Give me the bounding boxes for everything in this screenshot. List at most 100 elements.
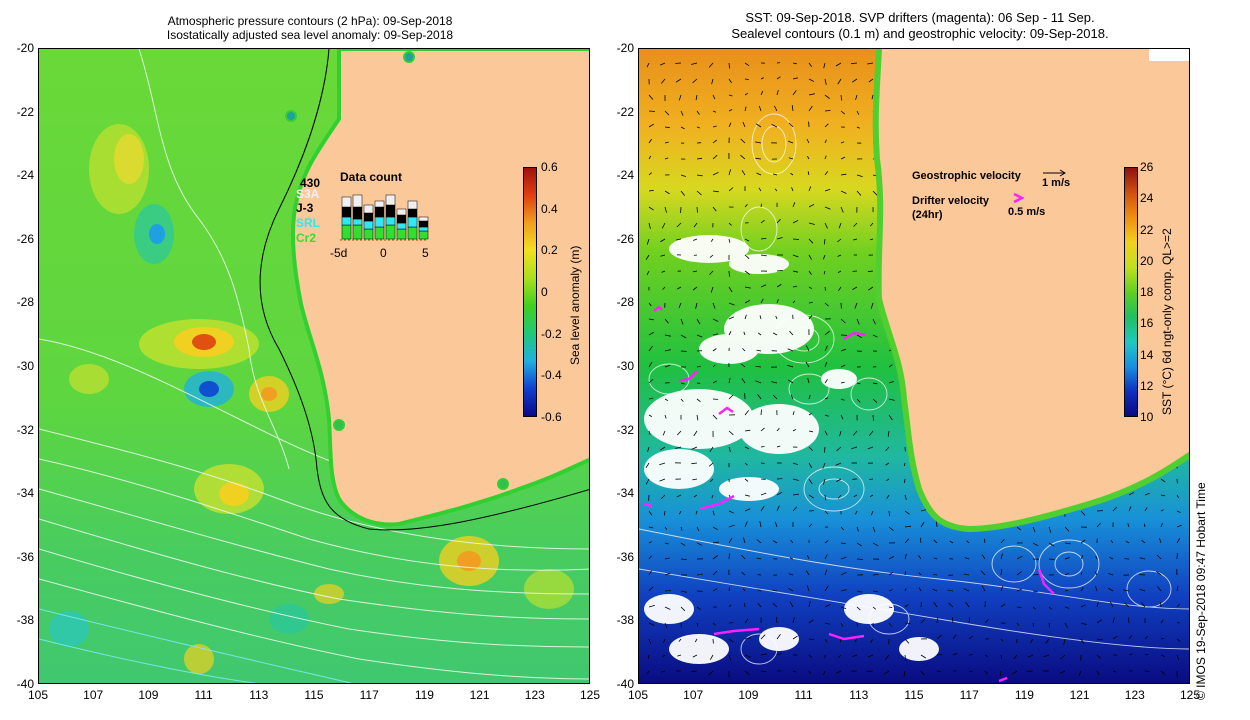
- velocity-vector: [1080, 587, 1084, 592]
- left-lon-tick: 125: [579, 688, 601, 702]
- sst-colorbar-tick: 26: [1140, 160, 1154, 174]
- right-lon-tick: 113: [849, 688, 869, 702]
- velocity-vector: [744, 521, 748, 528]
- velocity-vector: [789, 330, 794, 336]
- velocity-vector: [1156, 554, 1162, 560]
- velocity-vector: [696, 190, 702, 196]
- velocity-vector: [823, 238, 826, 245]
- velocity-vector: [1000, 603, 1006, 608]
- velocity-vector: [1078, 670, 1082, 676]
- data-count-tick: 5: [422, 246, 429, 260]
- velocity-vector: [852, 430, 858, 436]
- velocity-vector: [856, 318, 860, 325]
- velocity-vector: [757, 332, 762, 336]
- velocity-vector: [792, 238, 800, 240]
- velocity-vector: [680, 382, 685, 385]
- velocity-vector: [712, 94, 716, 100]
- velocity-vector: [904, 525, 911, 528]
- velocity-vector: [792, 617, 795, 624]
- land-australia: [292, 49, 589, 525]
- velocity-vector: [712, 555, 719, 560]
- data-count-bar: [407, 208, 418, 218]
- data-count-bar: [374, 216, 385, 228]
- velocity-vector: [648, 379, 654, 384]
- velocity-vector: [696, 542, 703, 546]
- velocity-vector: [869, 478, 874, 480]
- velocity-vector: [1123, 589, 1130, 592]
- left-lon-tick: 119: [414, 688, 434, 702]
- left-lat-tick: -20: [16, 41, 34, 55]
- velocity-vector: [840, 110, 846, 115]
- velocity-vector: [711, 494, 714, 499]
- sla-colorbar-tick: 0.4: [541, 201, 558, 216]
- left-lat-tick: -26: [16, 231, 34, 246]
- velocity-vector: [792, 462, 799, 466]
- velocity-vector: [1000, 654, 1002, 660]
- velocity-vector: [787, 379, 794, 384]
- velocity-vector: [884, 654, 890, 660]
- velocity-vector: [839, 430, 842, 437]
- velocity-vector: [936, 654, 943, 656]
- data-count-tick: 0: [380, 246, 387, 260]
- velocity-vector: [840, 206, 844, 213]
- velocity-vector: [1176, 603, 1181, 608]
- velocity-vector: [1128, 492, 1135, 496]
- imos-stamp: © IMOS 19-Sep-2018 09:47 Hobart Time: [1194, 482, 1208, 700]
- velocity-vector: [1027, 654, 1034, 658]
- sla-colorbar-tick: -0.2: [541, 326, 562, 341]
- velocity-vector: [1144, 492, 1150, 496]
- velocity-vector: [693, 238, 698, 241]
- velocity-vector: [712, 570, 718, 576]
- velocity-vector: [740, 154, 746, 160]
- velocity-vector: [1110, 540, 1114, 544]
- velocity-vector: [776, 445, 781, 448]
- velocity-vector: [664, 318, 669, 324]
- velocity-vector: [824, 171, 829, 176]
- velocity-vector: [808, 446, 813, 451]
- velocity-vector: [904, 462, 906, 467]
- velocity-vector: [695, 510, 698, 515]
- velocity-vector: [852, 654, 858, 657]
- velocity-vector: [1128, 635, 1133, 640]
- velocity-vector: [854, 638, 858, 643]
- velocity-vector: [792, 635, 798, 640]
- anomaly-blob: [192, 334, 216, 350]
- velocity-vector: [1144, 636, 1148, 640]
- velocity-vector: [920, 521, 925, 528]
- velocity-vector: [712, 333, 719, 336]
- velocity-vector: [728, 222, 732, 226]
- sla-colorbar-tick: 0: [541, 285, 548, 299]
- data-count-bar: [352, 194, 363, 208]
- velocity-vector: [867, 654, 874, 658]
- velocity-vector: [968, 617, 970, 624]
- velocity-vector: [645, 462, 650, 469]
- velocity-vector: [808, 494, 815, 499]
- velocity-vector: [920, 670, 925, 676]
- velocity-vector: [856, 526, 859, 532]
- velocity-vector: [664, 510, 666, 516]
- velocity-vector: [1096, 654, 1102, 659]
- velocity-vector: [756, 349, 762, 352]
- velocity-vector: [872, 398, 878, 403]
- velocity-vector: [776, 299, 779, 304]
- data-count-bar: [396, 228, 407, 240]
- velocity-vector: [712, 172, 719, 176]
- velocity-vector: [808, 286, 812, 289]
- right-lon-tick: 109: [738, 688, 759, 702]
- velocity-vector: [728, 238, 731, 243]
- velocity-vector: [1108, 573, 1114, 576]
- velocity-vector: [1032, 542, 1039, 547]
- velocity-vector: [663, 638, 666, 644]
- velocity-vector: [1080, 622, 1087, 625]
- velocity-vector: [1176, 638, 1181, 642]
- velocity-vector: [712, 110, 717, 113]
- velocity-vector: [918, 555, 922, 560]
- velocity-vector: [664, 590, 672, 592]
- velocity-vector: [712, 139, 718, 144]
- velocity-vector: [648, 138, 652, 144]
- data-count-bar: [341, 196, 352, 208]
- velocity-vector: [1064, 589, 1069, 592]
- sst-map: [638, 48, 1190, 684]
- velocity-vector: [712, 526, 718, 530]
- velocity-vector: [868, 430, 874, 436]
